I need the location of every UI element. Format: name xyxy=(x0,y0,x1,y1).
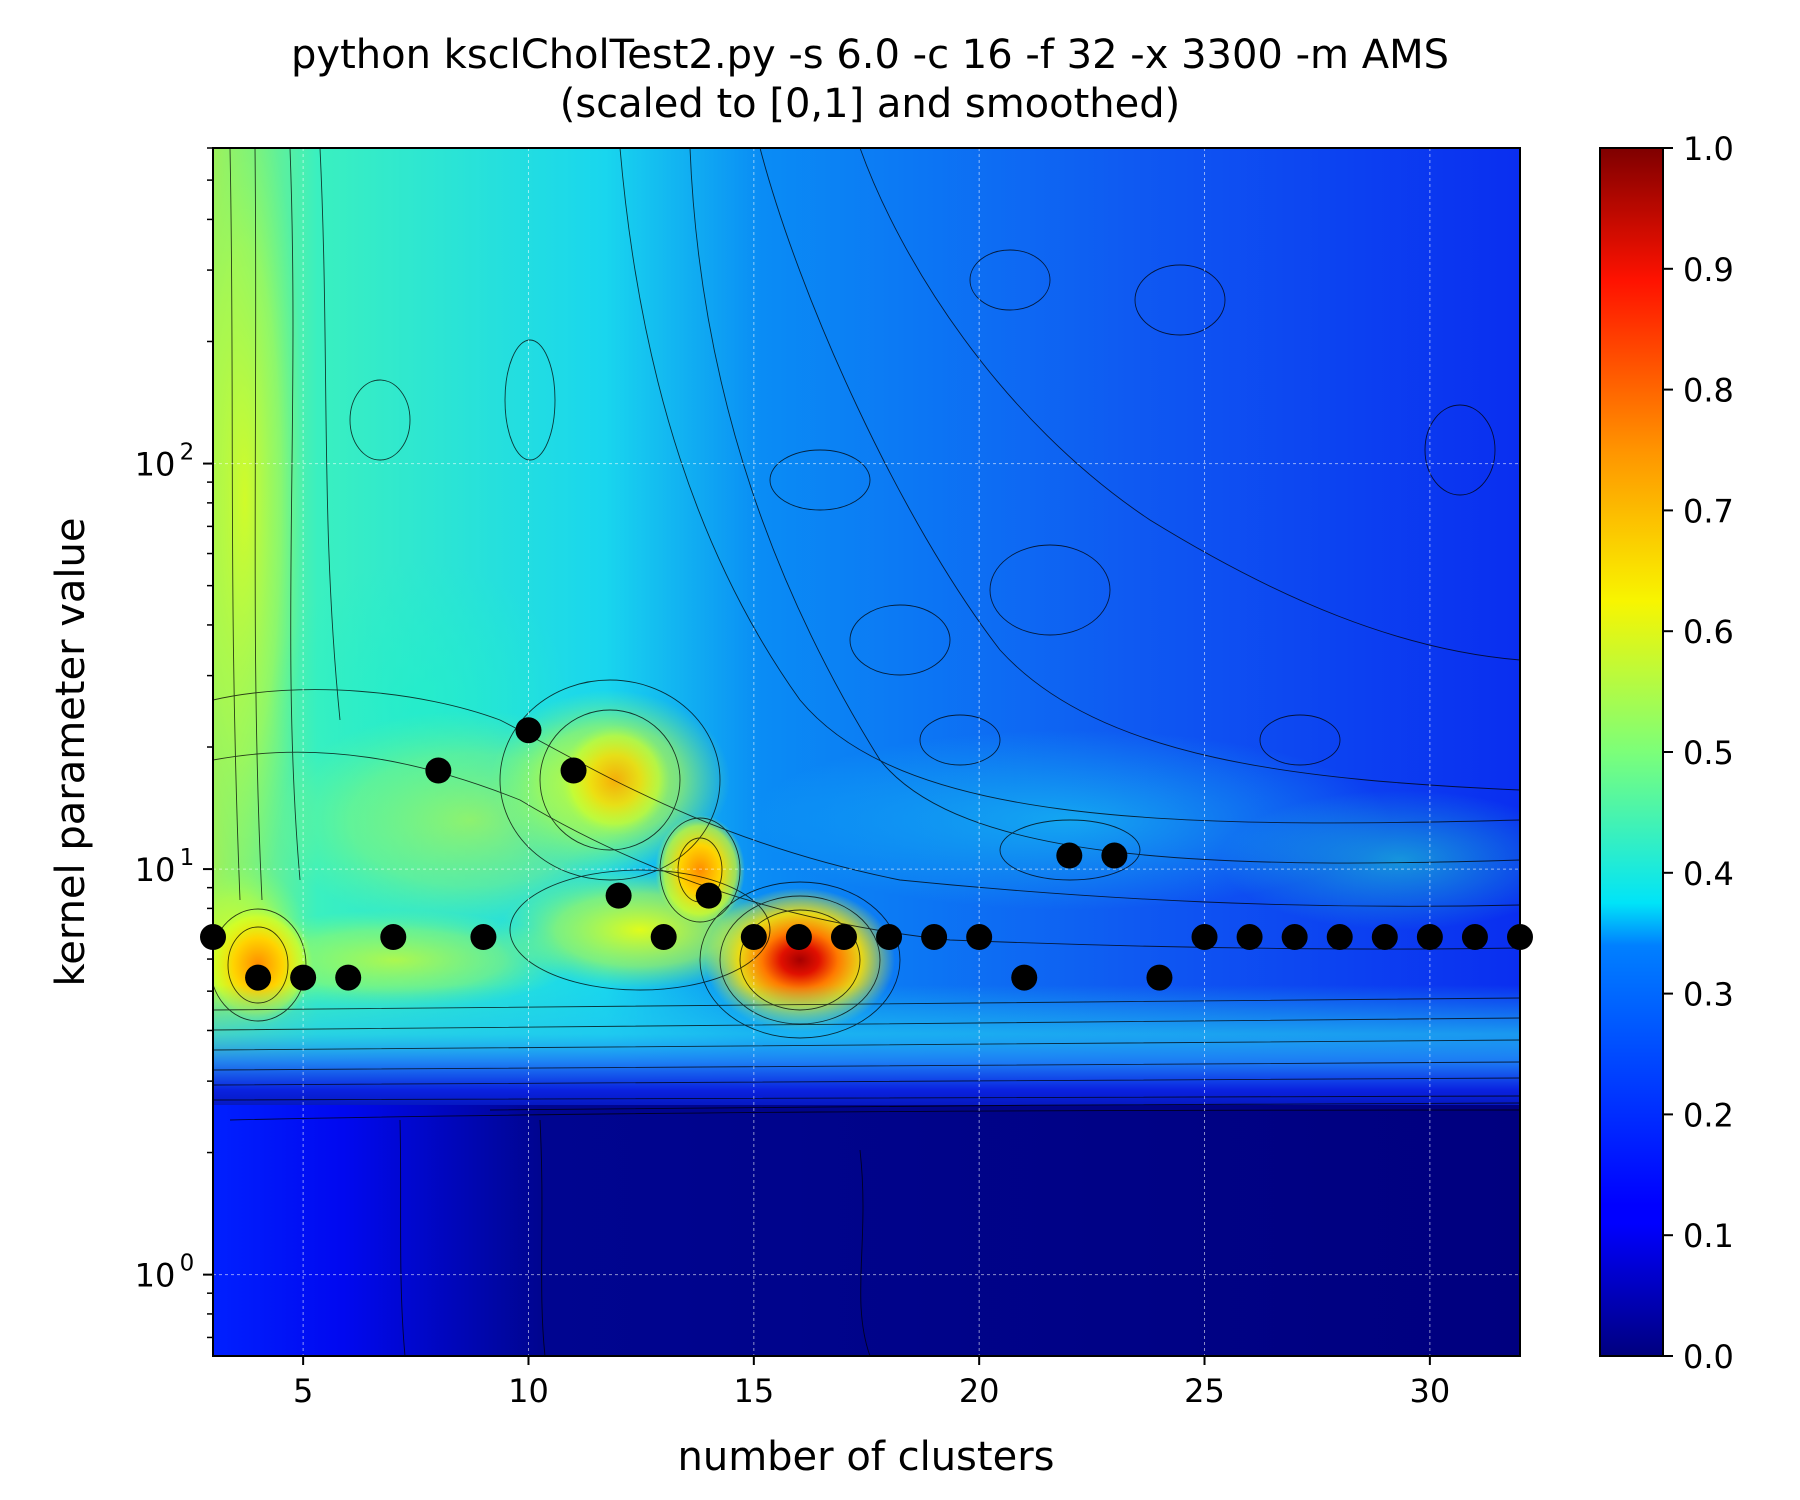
y-axis-label: kernel parameter value xyxy=(48,517,94,986)
optimal-point xyxy=(921,924,948,951)
y-tick-label: 10 xyxy=(135,446,176,484)
colorbar-tick-label: 0.0 xyxy=(1683,1338,1734,1376)
optimal-point xyxy=(1461,924,1488,951)
optimal-point xyxy=(1416,924,1443,951)
chart-grid xyxy=(213,148,1520,1356)
colorbar-tick-label: 0.2 xyxy=(1683,1096,1734,1134)
colorbar-tick-label: 0.7 xyxy=(1683,492,1734,530)
x-tick-label: 10 xyxy=(508,1372,549,1410)
x-axis-label: number of clusters xyxy=(678,1434,1055,1480)
x-tick-label: 15 xyxy=(733,1372,774,1410)
x-tick-label: 20 xyxy=(959,1372,1000,1410)
colorbar-tick-label: 0.9 xyxy=(1683,251,1734,289)
optimal-point xyxy=(290,964,317,991)
optimal-point xyxy=(560,757,587,784)
optimal-point xyxy=(1326,924,1353,951)
x-tick-label: 25 xyxy=(1184,1372,1225,1410)
colorbar-gradient xyxy=(1599,147,1664,1357)
optimal-point xyxy=(1191,924,1218,951)
plot-frame xyxy=(212,147,1521,1357)
optimal-point xyxy=(1236,924,1263,951)
colorbar: 0.0 0.1 0.2 0.3 0.4 0.5 0.6 0.7 0.8 0.9 1.0 xyxy=(1599,130,1734,1376)
optimal-point xyxy=(966,924,993,951)
optimal-point xyxy=(1101,842,1128,869)
chart-subtitle: (scaled to [0,1] and smoothed) xyxy=(560,81,1181,127)
colorbar-tick-label: 0.4 xyxy=(1683,855,1734,893)
chart-title: python ksclCholTest2.py -s 6.0 -c 16 -f … xyxy=(291,32,1449,78)
y-tick-label: 10 xyxy=(135,1257,176,1295)
optimal-point xyxy=(650,924,677,951)
y-tick-exponent: 0 xyxy=(180,1251,195,1277)
optimal-point xyxy=(740,924,767,951)
colorbar-tick-label: 0.6 xyxy=(1683,613,1734,651)
optimal-point xyxy=(335,964,362,991)
optimal-point xyxy=(830,924,857,951)
colorbar-tick-label: 1.0 xyxy=(1683,130,1734,168)
optimal-point xyxy=(470,924,497,951)
optimal-point xyxy=(245,964,272,991)
optimal-point xyxy=(1056,842,1083,869)
x-tick-label: 30 xyxy=(1410,1372,1451,1410)
optimal-point xyxy=(1146,964,1173,991)
heatmap-field xyxy=(213,148,1520,1356)
y-tick-exponent: 1 xyxy=(180,845,195,871)
x-tick-label: 5 xyxy=(293,1372,313,1410)
y-tick-exponent: 2 xyxy=(180,440,195,466)
optimal-point xyxy=(1281,924,1308,951)
optimal-point xyxy=(876,924,903,951)
colorbar-tick-label: 0.1 xyxy=(1683,1217,1734,1255)
colorbar-tick-label: 0.3 xyxy=(1683,976,1734,1014)
colorbar-ticks: 0.0 0.1 0.2 0.3 0.4 0.5 0.6 0.7 0.8 0.9 1.0 xyxy=(1663,130,1734,1376)
optimal-point xyxy=(425,757,452,784)
optimal-point xyxy=(1371,924,1398,951)
optimal-points xyxy=(200,717,1533,991)
colorbar-tick-label: 0.5 xyxy=(1683,734,1734,772)
x-axis: 5 10 15 20 25 30 xyxy=(293,1356,1450,1410)
optimal-point xyxy=(515,717,542,744)
y-tick-label: 10 xyxy=(135,851,176,889)
optimal-point xyxy=(380,924,407,951)
optimal-point xyxy=(785,924,812,951)
optimal-point xyxy=(695,882,722,909)
optimal-point xyxy=(1011,964,1038,991)
colorbar-tick-label: 0.8 xyxy=(1683,372,1734,410)
optimal-point xyxy=(605,882,632,909)
